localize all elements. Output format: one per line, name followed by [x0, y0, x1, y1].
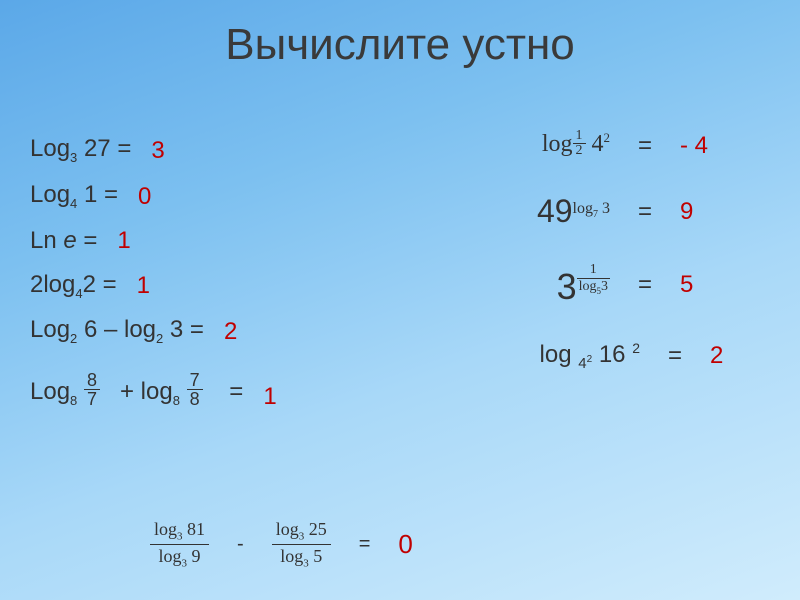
- answer: 9: [680, 198, 693, 226]
- numerator: 1: [573, 129, 586, 144]
- log-base: 3: [177, 531, 183, 543]
- arg-sup: 2: [632, 340, 640, 356]
- log-base: 3: [303, 557, 309, 569]
- answer: 1: [137, 272, 150, 300]
- base-num: 4: [578, 355, 586, 372]
- answer: - 4: [680, 132, 708, 160]
- minus-sign: -: [237, 533, 244, 556]
- fraction: log3 81 log3 9: [150, 518, 209, 570]
- bottom-row: log3 81 log3 9 - log3 25 log3 5 = 0: [150, 518, 413, 570]
- expression: Ln e =: [30, 227, 97, 255]
- answer: 5: [680, 271, 693, 299]
- eq-row: Log4 1 = 0: [30, 181, 277, 211]
- expression: 2log42 =: [30, 271, 117, 301]
- exp-denominator: log53: [577, 279, 610, 296]
- eq-row: 2log42 = 1: [30, 271, 277, 301]
- log-base: 3: [299, 531, 305, 543]
- exponent-frac: 1log53: [577, 262, 610, 296]
- slide-title: Вычислите устно: [0, 20, 800, 70]
- denominator: 2: [573, 144, 586, 158]
- left-column: Log3 27 = 3 Log4 1 = 0 Ln e = 1 2log42 =…: [30, 135, 277, 427]
- expression: 31log53: [440, 262, 610, 308]
- exp-numerator: 1: [577, 262, 610, 279]
- log-base: 42: [578, 355, 592, 372]
- denominator: 8: [187, 390, 203, 408]
- log-arg: 25: [309, 519, 327, 539]
- mantissa: 49: [537, 193, 573, 229]
- log-text: log: [280, 546, 303, 566]
- expression: Log4 1 =: [30, 181, 118, 211]
- numerator: 7: [187, 371, 203, 390]
- fraction: log3 25 log3 5: [272, 518, 331, 570]
- log-base-frac: 12: [573, 129, 586, 158]
- fraction: 8 7: [84, 371, 100, 408]
- expression: 49log7 3: [440, 193, 610, 230]
- right-column: log12 42 = - 4 49log7 3 = 9 31log53 = 5 …: [440, 130, 723, 404]
- exponent: log7 3: [573, 200, 610, 217]
- mantissa: 3: [557, 266, 577, 307]
- denominator: 7: [84, 390, 100, 408]
- numerator: 8: [84, 371, 100, 390]
- log-text: log: [579, 279, 597, 294]
- equals-sign: =: [359, 533, 371, 556]
- equals-sign: =: [660, 342, 690, 370]
- log-text: log: [159, 546, 182, 566]
- log-base: 3: [182, 557, 188, 569]
- log-arg: 81: [187, 519, 205, 539]
- denominator: log3 5: [272, 545, 331, 571]
- log-part: + log8: [120, 378, 180, 405]
- log-part: Log8: [30, 378, 77, 405]
- argument: 16: [599, 341, 626, 368]
- answer: 1: [117, 227, 130, 255]
- log-arg: 3: [602, 200, 610, 217]
- answer: 2: [710, 342, 723, 370]
- eq-row-frac: Log8 8 7 + log8 7 8 = 1: [30, 374, 277, 411]
- equals-sign: =: [630, 271, 660, 299]
- log-arg: 5: [313, 546, 322, 566]
- log-text: log: [573, 200, 593, 217]
- superscript: 2: [604, 130, 611, 145]
- numerator: log3 25: [272, 518, 331, 545]
- eq-row: 49log7 3 = 9: [440, 193, 723, 230]
- answer: 0: [138, 183, 151, 211]
- denominator: log3 9: [150, 545, 209, 571]
- equals-sign: =: [630, 132, 660, 160]
- eq-row: Ln e = 1: [30, 227, 277, 255]
- log-arg: 3: [601, 279, 608, 294]
- expression: log 42 16 2: [440, 340, 640, 372]
- expression: log12 42: [440, 130, 610, 161]
- log-text: log: [276, 519, 299, 539]
- eq-row: Log2 6 – log2 3 = 2: [30, 316, 277, 346]
- answer: 1: [263, 383, 276, 411]
- expression: Log2 6 – log2 3 =: [30, 316, 204, 346]
- fraction: 7 8: [187, 371, 203, 408]
- answer: 0: [398, 529, 412, 560]
- expression: Log8 8 7 + log8 7 8 =: [30, 374, 243, 411]
- eq-row: log12 42 = - 4: [440, 130, 723, 161]
- equals-sign: =: [630, 198, 660, 226]
- log-text: log: [540, 341, 572, 368]
- base-sup: 2: [587, 354, 593, 365]
- numerator: log3 81: [150, 518, 209, 545]
- argument: 4: [592, 131, 604, 157]
- eq-row: 31log53 = 5: [440, 262, 723, 308]
- answer: 3: [151, 137, 164, 165]
- eq-row: Log3 27 = 3: [30, 135, 277, 165]
- eq-row: log 42 16 2 = 2: [440, 340, 723, 372]
- answer: 2: [224, 318, 237, 346]
- expression: Log3 27 =: [30, 135, 131, 165]
- log-text: log: [154, 519, 177, 539]
- equals-sign: =: [229, 378, 243, 405]
- log-arg: 9: [192, 546, 201, 566]
- log-base: 7: [593, 209, 598, 220]
